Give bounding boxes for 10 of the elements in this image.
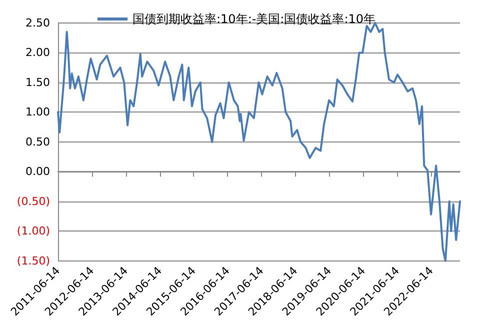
y-tick-label: 2.50 <box>26 16 50 30</box>
y-tick-label: (0.50) <box>16 194 50 208</box>
y-tick-label: 0.00 <box>26 165 50 178</box>
y-tick-label: 0.50 <box>26 135 50 148</box>
y-tick-label: 1.50 <box>26 76 50 89</box>
legend-label: 国债到期收益率:10年:-美国:国债收益率:10年 <box>132 12 376 26</box>
y-tick-label: (1.00) <box>16 224 50 238</box>
y-tick-label: 2.00 <box>26 46 50 60</box>
y-tick-label: (1.50) <box>16 254 50 268</box>
y-tick-label: 1.00 <box>26 106 50 119</box>
